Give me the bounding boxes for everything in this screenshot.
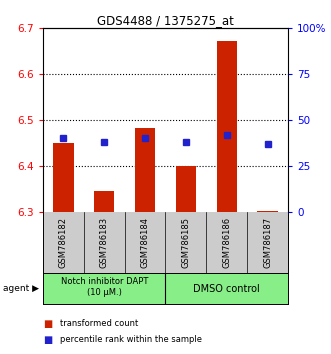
Text: GSM786182: GSM786182	[59, 217, 68, 268]
Title: GDS4488 / 1375275_at: GDS4488 / 1375275_at	[97, 14, 234, 27]
Bar	[257, 211, 278, 212]
Text: transformed count: transformed count	[60, 319, 138, 329]
Text: DMSO control: DMSO control	[193, 284, 260, 293]
Text: GSM786184: GSM786184	[141, 217, 150, 268]
Bar	[135, 128, 155, 212]
Bar	[216, 41, 237, 212]
Text: Notch inhibitor DAPT
(10 μM.): Notch inhibitor DAPT (10 μM.)	[61, 277, 148, 297]
Text: GSM786187: GSM786187	[263, 217, 272, 268]
Text: ■: ■	[43, 335, 52, 345]
Bar	[94, 191, 115, 212]
Text: GSM786183: GSM786183	[100, 217, 109, 268]
Text: percentile rank within the sample: percentile rank within the sample	[60, 335, 202, 344]
Text: ■: ■	[43, 319, 52, 329]
Text: GSM786186: GSM786186	[222, 217, 231, 268]
Text: GSM786185: GSM786185	[181, 217, 190, 268]
Text: agent ▶: agent ▶	[3, 284, 39, 293]
Bar	[176, 166, 196, 212]
Bar	[53, 143, 73, 212]
